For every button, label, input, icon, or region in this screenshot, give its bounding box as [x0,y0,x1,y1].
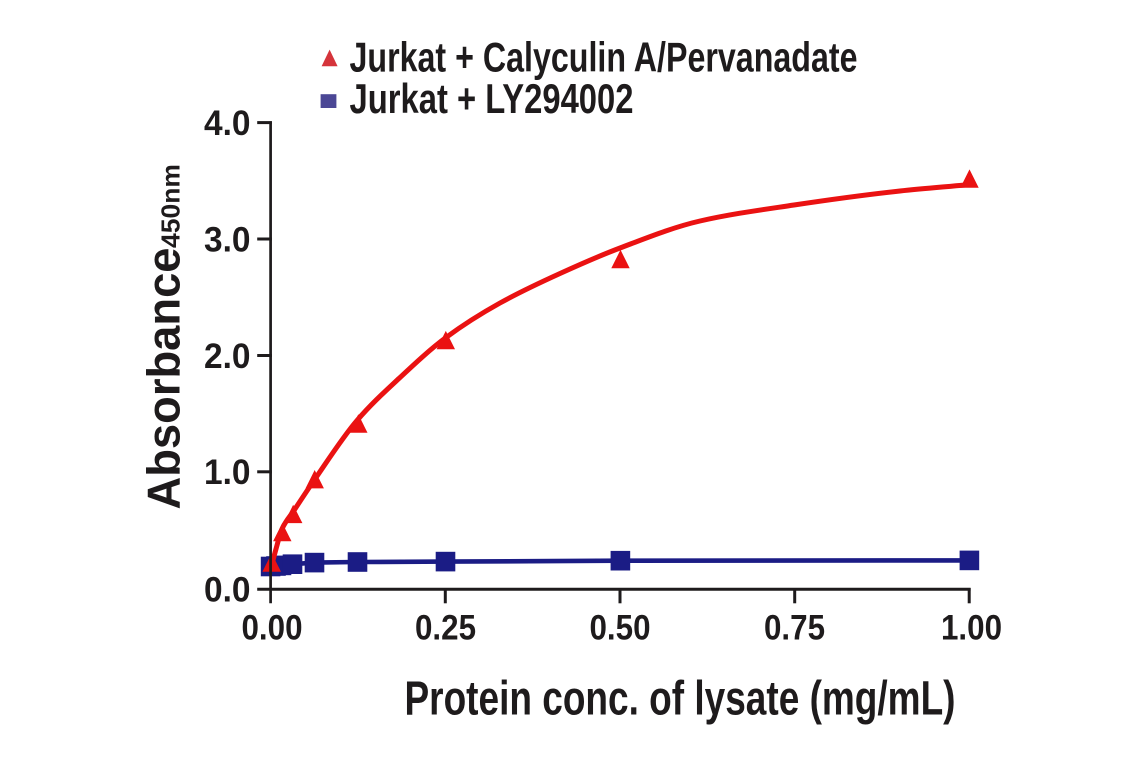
svg-text:4.0: 4.0 [204,104,251,143]
svg-text:0.0: 0.0 [204,570,251,609]
svg-text:0.25: 0.25 [415,609,476,648]
svg-text:1.0: 1.0 [204,453,251,492]
svg-text:Protein conc. of lysate (mg/mL: Protein conc. of lysate (mg/mL) [405,673,956,726]
svg-text:3.0: 3.0 [204,220,251,259]
svg-text:Absorbance: Absorbance [138,248,190,510]
svg-text:1.00: 1.00 [941,609,1002,648]
svg-text:Jurkat + LY294002: Jurkat + LY294002 [350,75,634,122]
svg-text:0.00: 0.00 [242,609,303,648]
svg-text:Jurkat + Calyculin A/Pervanada: Jurkat + Calyculin A/Pervanadate [350,34,858,81]
svg-text:450nm: 450nm [156,164,186,248]
svg-text:0.75: 0.75 [764,609,825,648]
svg-text:2.0: 2.0 [204,337,251,376]
svg-text:0.50: 0.50 [590,609,651,648]
